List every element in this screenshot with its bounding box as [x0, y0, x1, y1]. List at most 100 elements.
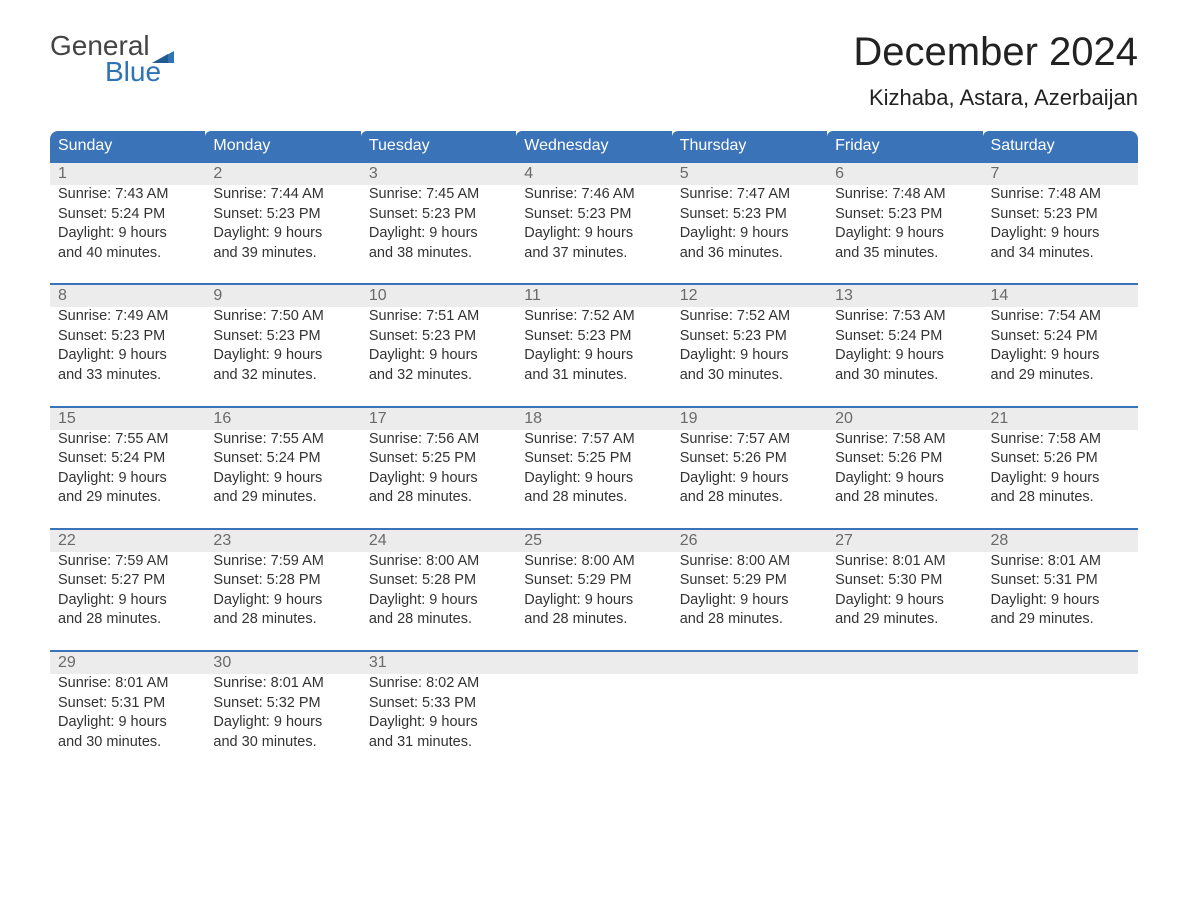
- day-cell: Sunrise: 7:59 AMSunset: 5:27 PMDaylight:…: [50, 552, 205, 651]
- sunrise-text: Sunrise: 7:44 AM: [213, 185, 352, 205]
- dl1-text: Daylight: 9 hours: [991, 346, 1130, 366]
- day-number-cell: 19: [672, 407, 827, 430]
- sunset-text: Sunset: 5:23 PM: [991, 205, 1130, 225]
- weekday-header: Friday: [827, 131, 982, 162]
- day-number-cell: 8: [50, 284, 205, 307]
- dl1-text: Daylight: 9 hours: [680, 224, 819, 244]
- dl2-text: and 29 minutes.: [991, 366, 1130, 386]
- dl1-text: Daylight: 9 hours: [58, 346, 197, 366]
- day-number-cell: 7: [983, 162, 1138, 185]
- sunrise-text: Sunrise: 7:57 AM: [524, 430, 663, 450]
- dl1-text: Daylight: 9 hours: [58, 469, 197, 489]
- sunset-text: Sunset: 5:26 PM: [991, 449, 1130, 469]
- dl2-text: and 29 minutes.: [213, 488, 352, 508]
- sunset-text: Sunset: 5:23 PM: [58, 327, 197, 347]
- sunset-text: Sunset: 5:31 PM: [58, 694, 197, 714]
- day-cell: Sunrise: 7:43 AMSunset: 5:24 PMDaylight:…: [50, 185, 205, 284]
- sunset-text: Sunset: 5:24 PM: [991, 327, 1130, 347]
- day-number-cell: [827, 651, 982, 674]
- day-number-cell: 12: [672, 284, 827, 307]
- day-number-cell: [516, 651, 671, 674]
- dl1-text: Daylight: 9 hours: [58, 591, 197, 611]
- day-cell: Sunrise: 7:49 AMSunset: 5:23 PMDaylight:…: [50, 307, 205, 406]
- day-cell: Sunrise: 7:46 AMSunset: 5:23 PMDaylight:…: [516, 185, 671, 284]
- sunset-text: Sunset: 5:23 PM: [369, 327, 508, 347]
- dl2-text: and 38 minutes.: [369, 244, 508, 264]
- sunrise-text: Sunrise: 7:54 AM: [991, 307, 1130, 327]
- weekday-header: Monday: [205, 131, 360, 162]
- day-cell: Sunrise: 7:50 AMSunset: 5:23 PMDaylight:…: [205, 307, 360, 406]
- dl1-text: Daylight: 9 hours: [213, 469, 352, 489]
- sunrise-text: Sunrise: 8:02 AM: [369, 674, 508, 694]
- dl2-text: and 30 minutes.: [835, 366, 974, 386]
- weekday-header: Saturday: [983, 131, 1138, 162]
- dl2-text: and 30 minutes.: [680, 366, 819, 386]
- day-cell: Sunrise: 7:54 AMSunset: 5:24 PMDaylight:…: [983, 307, 1138, 406]
- day-cell: [983, 674, 1138, 772]
- week-content-row: Sunrise: 7:55 AMSunset: 5:24 PMDaylight:…: [50, 430, 1138, 529]
- day-number-cell: 1: [50, 162, 205, 185]
- day-number-cell: 26: [672, 529, 827, 552]
- sunrise-text: Sunrise: 7:53 AM: [835, 307, 974, 327]
- sunrise-text: Sunrise: 7:48 AM: [991, 185, 1130, 205]
- dl1-text: Daylight: 9 hours: [369, 713, 508, 733]
- sunset-text: Sunset: 5:28 PM: [369, 571, 508, 591]
- week-content-row: Sunrise: 7:59 AMSunset: 5:27 PMDaylight:…: [50, 552, 1138, 651]
- sunrise-text: Sunrise: 7:58 AM: [991, 430, 1130, 450]
- sunrise-text: Sunrise: 8:01 AM: [835, 552, 974, 572]
- day-cell: [827, 674, 982, 772]
- day-number-cell: 21: [983, 407, 1138, 430]
- day-number-cell: 10: [361, 284, 516, 307]
- logo-blue-text: Blue: [105, 56, 161, 88]
- dl1-text: Daylight: 9 hours: [58, 713, 197, 733]
- sunrise-text: Sunrise: 7:56 AM: [369, 430, 508, 450]
- dl2-text: and 30 minutes.: [213, 733, 352, 753]
- dl1-text: Daylight: 9 hours: [213, 346, 352, 366]
- location-text: Kizhaba, Astara, Azerbaijan: [853, 85, 1138, 111]
- dl2-text: and 32 minutes.: [369, 366, 508, 386]
- day-cell: Sunrise: 7:48 AMSunset: 5:23 PMDaylight:…: [983, 185, 1138, 284]
- dl2-text: and 37 minutes.: [524, 244, 663, 264]
- day-number-cell: 11: [516, 284, 671, 307]
- day-cell: Sunrise: 7:48 AMSunset: 5:23 PMDaylight:…: [827, 185, 982, 284]
- day-cell: Sunrise: 7:57 AMSunset: 5:26 PMDaylight:…: [672, 430, 827, 529]
- day-cell: Sunrise: 7:44 AMSunset: 5:23 PMDaylight:…: [205, 185, 360, 284]
- sunset-text: Sunset: 5:26 PM: [680, 449, 819, 469]
- sunrise-text: Sunrise: 7:43 AM: [58, 185, 197, 205]
- dl1-text: Daylight: 9 hours: [369, 346, 508, 366]
- logo: General Blue: [50, 30, 174, 88]
- sunrise-text: Sunrise: 7:57 AM: [680, 430, 819, 450]
- day-cell: Sunrise: 7:53 AMSunset: 5:24 PMDaylight:…: [827, 307, 982, 406]
- day-cell: Sunrise: 7:55 AMSunset: 5:24 PMDaylight:…: [50, 430, 205, 529]
- calendar-body: 1234567Sunrise: 7:43 AMSunset: 5:24 PMDa…: [50, 162, 1138, 772]
- dl1-text: Daylight: 9 hours: [991, 591, 1130, 611]
- dl2-text: and 35 minutes.: [835, 244, 974, 264]
- weekday-header: Wednesday: [516, 131, 671, 162]
- dl1-text: Daylight: 9 hours: [524, 591, 663, 611]
- day-cell: Sunrise: 7:55 AMSunset: 5:24 PMDaylight:…: [205, 430, 360, 529]
- dl2-text: and 31 minutes.: [369, 733, 508, 753]
- day-number-cell: 13: [827, 284, 982, 307]
- dl2-text: and 39 minutes.: [213, 244, 352, 264]
- dl1-text: Daylight: 9 hours: [524, 469, 663, 489]
- dl2-text: and 28 minutes.: [369, 488, 508, 508]
- sunset-text: Sunset: 5:28 PM: [213, 571, 352, 591]
- dl2-text: and 32 minutes.: [213, 366, 352, 386]
- day-number-cell: 31: [361, 651, 516, 674]
- day-number-cell: 9: [205, 284, 360, 307]
- day-cell: Sunrise: 8:00 AMSunset: 5:29 PMDaylight:…: [672, 552, 827, 651]
- day-number-row: 22232425262728: [50, 529, 1138, 552]
- sunset-text: Sunset: 5:25 PM: [524, 449, 663, 469]
- dl2-text: and 40 minutes.: [58, 244, 197, 264]
- dl2-text: and 34 minutes.: [991, 244, 1130, 264]
- sunrise-text: Sunrise: 7:59 AM: [213, 552, 352, 572]
- day-number-cell: 4: [516, 162, 671, 185]
- sunset-text: Sunset: 5:23 PM: [524, 205, 663, 225]
- day-cell: [672, 674, 827, 772]
- page-header: General Blue December 2024 Kizhaba, Asta…: [50, 30, 1138, 111]
- dl1-text: Daylight: 9 hours: [369, 224, 508, 244]
- dl1-text: Daylight: 9 hours: [58, 224, 197, 244]
- dl1-text: Daylight: 9 hours: [524, 346, 663, 366]
- day-number-cell: 23: [205, 529, 360, 552]
- sunrise-text: Sunrise: 7:52 AM: [680, 307, 819, 327]
